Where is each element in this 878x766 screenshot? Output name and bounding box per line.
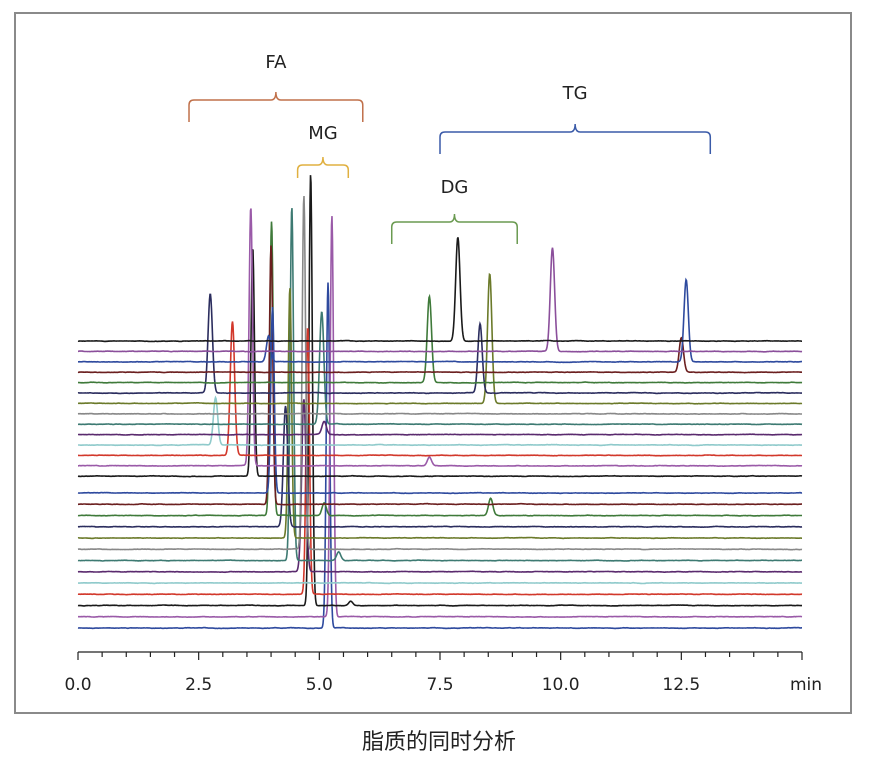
chromatogram-trace-26	[78, 216, 803, 619]
chromatogram-trace-9	[78, 311, 803, 426]
chromatogram-trace-23	[78, 581, 802, 585]
chromatogram-trace-6	[77, 293, 802, 395]
x-tick-label: 5.0	[306, 675, 333, 695]
group-label-dg: DG	[441, 177, 469, 198]
chromatogram-trace-13	[78, 208, 803, 468]
chromatogram-trace-2	[78, 247, 803, 353]
traces	[77, 175, 803, 630]
chromatogram-trace-25	[77, 175, 802, 607]
x-tick-label: 10.0	[542, 675, 580, 695]
chromatogram-trace-27	[77, 282, 802, 630]
x-tick-label: 7.5	[426, 675, 453, 695]
x-axis-unit-label: min	[790, 675, 822, 695]
bracket-dg	[390, 213, 518, 244]
bracket-mg	[296, 156, 350, 178]
chromatogram-trace-18	[77, 405, 803, 529]
group-label-tg: TG	[562, 83, 588, 104]
chromatogram-trace-20	[77, 195, 803, 551]
x-tick-label: 2.5	[185, 675, 212, 695]
bracket-tg	[439, 123, 712, 154]
x-axis: 0.0 2.5 5.0 7.5 10.0 12.5 min	[64, 651, 822, 695]
group-brackets: FA MG DG TG	[188, 52, 712, 244]
chart-frame	[14, 12, 852, 714]
chromatogram-trace-7	[78, 272, 803, 405]
group-label-fa: FA	[265, 52, 287, 73]
chromatogram-trace-4	[77, 336, 802, 374]
chromatogram-trace-5	[78, 293, 803, 384]
bracket-fa	[188, 91, 364, 122]
chromatogram-trace-1	[77, 237, 802, 343]
chromatogram-trace-21	[77, 208, 802, 562]
chromatogram-trace-19	[77, 288, 802, 540]
chromatogram-trace-3	[78, 277, 802, 364]
chromatogram-trace-12	[78, 321, 802, 457]
chromatogram-trace-15	[77, 307, 803, 495]
chromatogram-trace-11	[78, 395, 802, 447]
x-tick-label: 12.5	[662, 675, 700, 695]
x-tick-label: 0.0	[64, 675, 91, 695]
group-label-mg: MG	[308, 123, 337, 144]
chromatogram-trace-8	[77, 412, 802, 416]
chart-caption: 脂质的同时分析	[361, 730, 516, 755]
chromatogram-trace-24	[77, 328, 803, 596]
chromatogram-trace-17	[77, 221, 802, 517]
chromatogram-trace-14	[77, 248, 803, 478]
chromatogram-trace-10	[78, 420, 803, 436]
chromatogram-trace-16	[78, 245, 802, 506]
chromatogram-trace-22	[77, 399, 803, 574]
